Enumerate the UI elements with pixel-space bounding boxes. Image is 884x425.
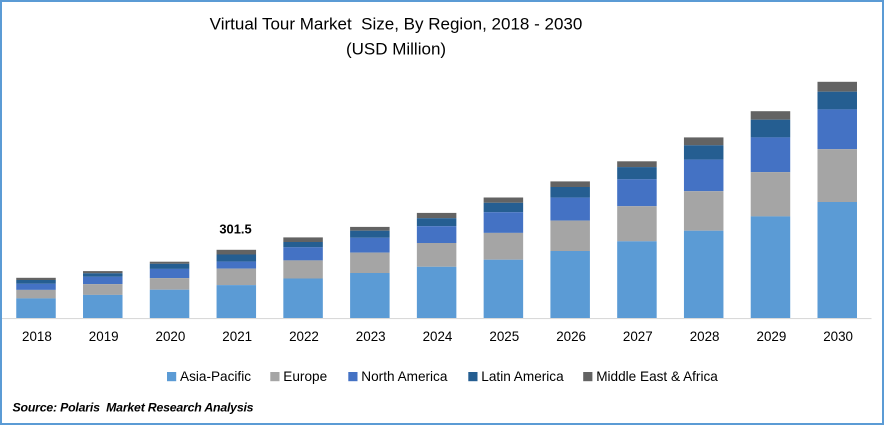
svg-text:Asia-Pacific: Asia-Pacific <box>180 369 251 384</box>
svg-text:Latin America: Latin America <box>481 369 564 384</box>
svg-text:Europe: Europe <box>283 369 327 384</box>
svg-text:2023: 2023 <box>356 329 386 344</box>
svg-text:Source: Polaris Market Resear: Source: Polaris Market Research Analysis <box>13 401 254 415</box>
svg-text:2018: 2018 <box>22 329 52 344</box>
svg-text:(USD Million): (USD Million) <box>346 40 446 59</box>
svg-text:2024: 2024 <box>423 329 453 344</box>
svg-text:301.5: 301.5 <box>219 222 251 237</box>
svg-text:Virtual Tour Market Size, By: Virtual Tour Market Size, By Region, 201… <box>210 15 583 34</box>
svg-text:2029: 2029 <box>757 329 787 344</box>
svg-text:Middle East & Africa: Middle East & Africa <box>596 369 718 384</box>
svg-text:2030: 2030 <box>823 329 853 344</box>
svg-text:2019: 2019 <box>89 329 119 344</box>
svg-text:2025: 2025 <box>489 329 519 344</box>
svg-text:2021: 2021 <box>222 329 252 344</box>
svg-text:2028: 2028 <box>690 329 720 344</box>
svg-text:2022: 2022 <box>289 329 319 344</box>
svg-text:2027: 2027 <box>623 329 653 344</box>
svg-text:North America: North America <box>361 369 448 384</box>
svg-text:2020: 2020 <box>156 329 186 344</box>
svg-text:2026: 2026 <box>556 329 586 344</box>
